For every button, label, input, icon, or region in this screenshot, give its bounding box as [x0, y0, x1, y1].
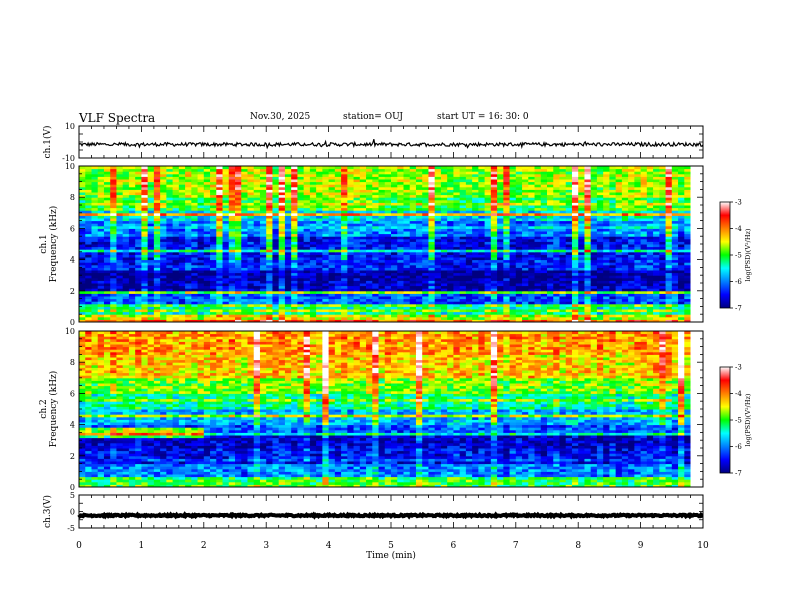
ch1-spectrogram-colorbar-tick-label: -7: [735, 305, 742, 313]
ch3-waveform-ytick-label: 5: [70, 491, 75, 500]
date-label: Nov.30, 2025: [250, 112, 311, 122]
ch1-waveform-trace: [79, 139, 704, 150]
ch3-waveform-trace: [77, 511, 704, 520]
ch1-spectrogram-nodata: [690, 166, 703, 322]
ch2-spectrogram-colorbar-label: log(PSD)(V²/Hz): [744, 393, 752, 446]
ch2-spectrogram-image: [79, 331, 692, 488]
x-tick-label: 2: [201, 541, 207, 551]
x-tick-label: 10: [697, 541, 709, 551]
x-tick-label: 4: [326, 541, 332, 551]
ch1-spectrogram-ytick-label: 8: [70, 193, 75, 202]
start-time-label: start UT = 16: 30: 0: [437, 112, 529, 122]
ch1-spectrogram-ytick-label: 10: [65, 162, 75, 171]
ch2-spectrogram-colorbar: [719, 366, 731, 474]
ch1-spectrogram-ytick-label: 2: [70, 287, 75, 296]
x-tick-label: 1: [139, 541, 145, 551]
ch1-spectrogram-image: [79, 166, 692, 323]
ch1-waveform-ytick-label: 10: [65, 122, 75, 131]
ch2-spectrogram-ytick-label: 10: [65, 327, 75, 336]
x-axis-label: Time (min): [366, 550, 416, 561]
ch1-spectrogram-colorbar-tick-label: -6: [735, 278, 742, 286]
ch1-spectrogram-colorbar-tick-label: -3: [735, 199, 742, 207]
figure-title: VLF Spectra: [79, 111, 156, 125]
x-tick-label: 8: [575, 541, 581, 551]
x-tick-label: 5: [388, 541, 394, 551]
ch1-waveform-ytick-label: -10: [62, 154, 75, 163]
x-tick-label: 7: [513, 541, 519, 551]
ch1-spectrogram-colorbar-label: log(PSD)(V²/Hz): [744, 228, 752, 281]
x-tick-label: 6: [451, 541, 457, 551]
ch2-spectrogram-ytick-label: 6: [70, 389, 75, 398]
ch2-spectrogram-ylabel-channel: ch.2: [39, 399, 49, 418]
ch2-spectrogram-colorbar-tick-label: -6: [735, 443, 742, 451]
ch1-spectrogram-ylabel-channel: ch.1: [39, 234, 49, 253]
ch1-waveform-ylabel: ch.1(V): [42, 126, 53, 159]
station-label: station= OUJ: [343, 112, 404, 122]
ch1-spectrogram-ytick-label: 0: [70, 318, 75, 327]
ch3-waveform-ylabel: ch.3(V): [42, 495, 53, 528]
ch2-spectrogram-ytick-label: 0: [70, 483, 75, 492]
ch2-spectrogram-ylabel-axis: Frequency (kHz): [48, 371, 59, 448]
ch2-spectrogram-ytick-label: 8: [70, 358, 75, 367]
ch2-spectrogram-ytick-label: 2: [70, 452, 75, 461]
x-tick-label: 9: [638, 541, 644, 551]
ch1-spectrogram-colorbar: [719, 201, 731, 309]
ch3-waveform-ytick-label: -5: [67, 524, 75, 533]
ch2-spectrogram-ytick-label: 4: [70, 421, 75, 430]
ch1-spectrogram-colorbar-tick-label: -4: [735, 225, 742, 233]
ch1-spectrogram-ytick-label: 6: [70, 224, 75, 233]
ch2-spectrogram-colorbar-tick-label: -5: [735, 417, 742, 425]
x-tick-label: 0: [76, 541, 82, 551]
ch2-spectrogram-colorbar-tick-label: -7: [735, 470, 742, 478]
ch1-spectrogram-ylabel-axis: Frequency (kHz): [48, 206, 59, 283]
ch1-spectrogram-colorbar-tick-label: -5: [735, 252, 742, 260]
x-tick-label: 3: [263, 541, 269, 551]
ch2-spectrogram-nodata: [690, 331, 703, 487]
ch1-spectrogram-ytick-label: 4: [70, 256, 75, 265]
ch3-waveform-ytick-label: 0: [70, 508, 75, 517]
ch2-spectrogram-colorbar-tick-label: -4: [735, 390, 742, 398]
ch2-spectrogram-colorbar-tick-label: -3: [735, 364, 742, 372]
